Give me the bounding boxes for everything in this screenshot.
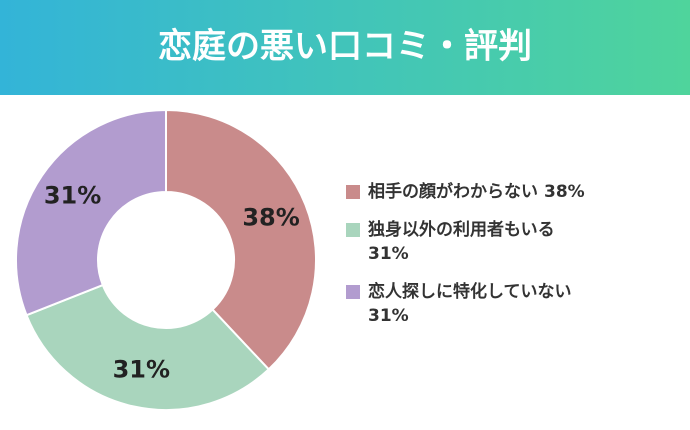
legend-value: 31%: [368, 306, 409, 326]
legend-value: 38%: [544, 182, 585, 202]
legend-swatch: [346, 185, 360, 199]
slice-label: 31%: [113, 355, 170, 383]
chart-title: 恋庭の悪い口コミ・評判: [158, 27, 532, 67]
legend-label: 相手の顔がわからない: [368, 181, 538, 202]
slice-label: 31%: [44, 181, 101, 209]
donut-slice: [15, 108, 167, 317]
title-banner: [0, 0, 690, 95]
legend-swatch: [346, 285, 360, 299]
legend-label: 恋人探しに特化していない: [368, 281, 572, 302]
slice-label: 38%: [242, 203, 299, 231]
legend-value: 31%: [368, 244, 409, 264]
legend-label: 独身以外の利用者もいる: [368, 219, 555, 240]
legend-swatch: [346, 223, 360, 237]
donut-slice: [25, 283, 271, 411]
donut-slice: [165, 108, 317, 371]
